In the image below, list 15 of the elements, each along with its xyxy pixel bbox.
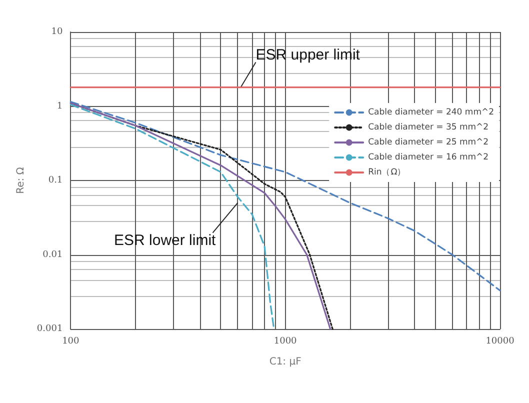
- x-tick-label: 100: [62, 336, 80, 346]
- y-axis-title: Re: Ω: [16, 166, 26, 194]
- y-tick-label: 0.01: [42, 250, 63, 260]
- legend-label: Cable diameter = 25 mm^2: [368, 138, 489, 148]
- y-tick-label: 0.001: [36, 324, 63, 334]
- x-axis-title: C1: µF: [269, 356, 302, 368]
- legend-label: Cable diameter = 16 mm^2: [368, 152, 489, 162]
- y-tick-label: 1: [56, 101, 63, 112]
- legend-label: Cable diameter = 35 mm^2: [368, 122, 489, 132]
- x-tick-label: 1000: [274, 336, 298, 346]
- y-tick-label: 0.1: [48, 176, 63, 186]
- legend-label: Rin（Ω）: [368, 168, 406, 178]
- legend-label: Cable diameter = 240 mm^2: [368, 108, 494, 118]
- x-tick-label: 10000: [486, 336, 515, 346]
- y-tick-label: 10: [51, 27, 63, 37]
